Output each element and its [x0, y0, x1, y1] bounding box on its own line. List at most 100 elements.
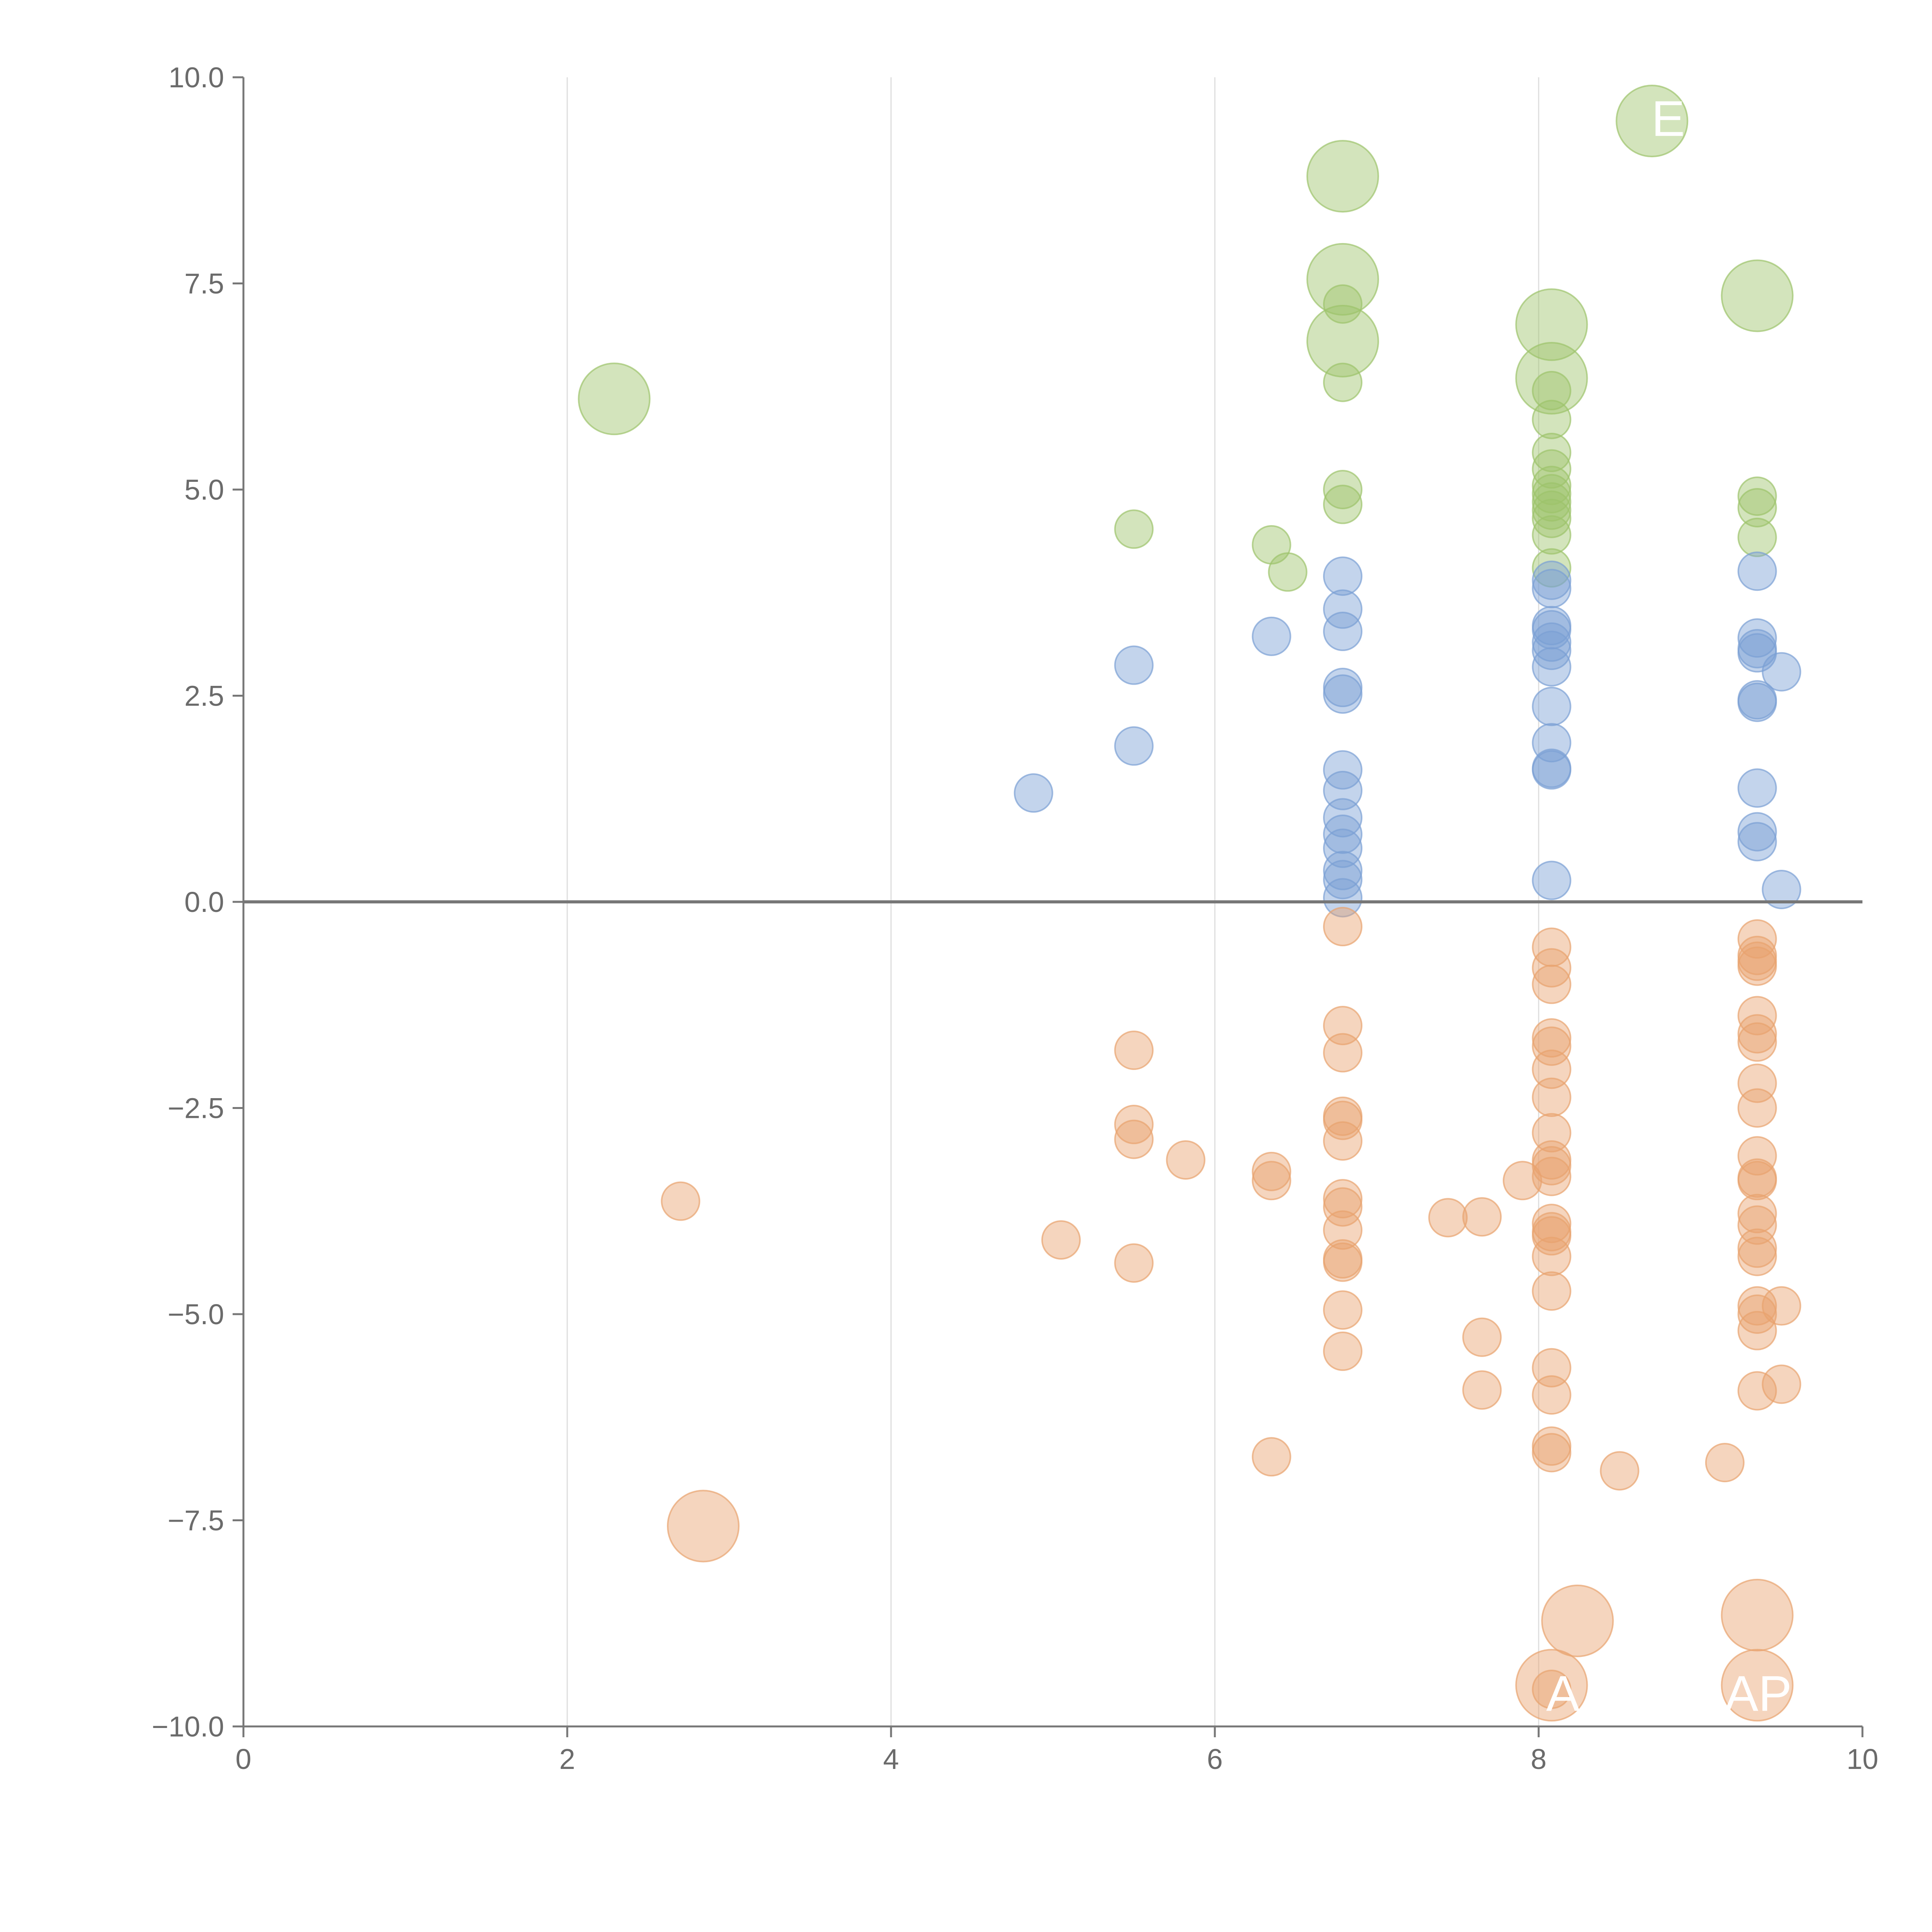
orange-bubble: [1532, 1236, 1571, 1276]
orange-bubble: [1705, 1443, 1745, 1483]
orange-bubble: [1532, 1669, 1571, 1709]
orange-bubble: [1323, 1290, 1363, 1330]
green-bubble: [1532, 548, 1571, 588]
orange-bubble: [1737, 935, 1777, 975]
orange-bubble: [661, 1181, 701, 1221]
blue-bubble: [1737, 551, 1777, 591]
blue-bubble: [1532, 861, 1571, 900]
orange-bubble: [667, 1490, 740, 1563]
orange-bubble: [1515, 1649, 1588, 1722]
green-bubble: [1737, 517, 1777, 557]
x-tick-label: 4: [883, 1743, 899, 1775]
annotation-label: A: [1546, 1665, 1580, 1722]
blue-bubble: [1323, 815, 1363, 854]
orange-bubble: [1532, 1271, 1571, 1311]
orange-bubble: [1462, 1317, 1502, 1357]
orange-bubble: [1762, 1364, 1801, 1404]
orange-bubble: [1737, 1205, 1777, 1245]
green-bubble: [1532, 515, 1571, 555]
orange-bubble: [1532, 1140, 1571, 1180]
orange-bubble: [1737, 1136, 1777, 1176]
green-bubble: [1532, 466, 1571, 505]
blue-bubble: [1323, 589, 1363, 629]
green-bubble: [1532, 400, 1571, 439]
blue-bubble: [1737, 822, 1777, 862]
orange-bubble: [1737, 1286, 1777, 1326]
orange-bubble: [1323, 1332, 1363, 1371]
y-tick-label: −7.5: [168, 1505, 224, 1537]
blue-bubble: [1323, 674, 1363, 714]
blue-bubble: [1532, 647, 1571, 687]
green-bubble: [1114, 509, 1154, 549]
orange-bubble: [1541, 1584, 1614, 1657]
orange-bubble: [1532, 1077, 1571, 1117]
orange-bubble: [1323, 1100, 1363, 1140]
blue-bubble: [1323, 860, 1363, 900]
blue-bubble: [1323, 850, 1363, 890]
blue-bubble: [1532, 750, 1571, 790]
orange-bubble: [1762, 1286, 1801, 1326]
orange-bubble: [1114, 1105, 1154, 1145]
blue-bubble: [1323, 878, 1363, 918]
annotations: E A API: [1546, 90, 1806, 1722]
green-bubble: [578, 362, 651, 435]
orange-bubble: [1041, 1220, 1081, 1260]
blue-bubble: [1532, 569, 1571, 609]
orange-bubble: [1428, 1198, 1468, 1238]
blue-bubble: [1532, 687, 1571, 726]
orange-bubble: [1462, 1370, 1502, 1410]
annotation-label: API: [1725, 1665, 1806, 1722]
orange-bubble: [1252, 1161, 1291, 1201]
blue-bubble: [1762, 652, 1801, 692]
blue-bubble: [1114, 726, 1154, 766]
y-tick-label: −5.0: [168, 1298, 224, 1330]
orange-bubble: [1600, 1451, 1639, 1491]
x-tick-label: 6: [1207, 1743, 1223, 1775]
blue-bubble: [1532, 631, 1571, 670]
green-bubble: [1532, 482, 1571, 522]
bubble-marks: [578, 85, 1801, 1722]
green-bubble: [1306, 140, 1379, 213]
blue-bubble: [1323, 750, 1363, 790]
green-bubble: [1306, 304, 1379, 378]
orange-bubble: [1323, 1242, 1363, 1282]
blue-bubble: [1252, 616, 1291, 656]
orange-bubble: [1737, 1294, 1777, 1334]
orange-bubble: [1166, 1140, 1206, 1180]
x-tick-label: 10: [1847, 1743, 1878, 1775]
orange-bubble: [1532, 1433, 1571, 1473]
blue-bubble: [1762, 869, 1801, 909]
orange-bubble: [1532, 1049, 1571, 1089]
orange-bubble: [1532, 1146, 1571, 1185]
y-tick-label: 0.0: [184, 886, 224, 918]
blue-bubble: [1014, 773, 1053, 813]
blue-bubble: [1532, 560, 1571, 600]
green-bubble: [1532, 371, 1571, 410]
orange-bubble: [1532, 948, 1571, 988]
tick-labels: 0 2 4 6 8 10 10.0 7.5 5.0 2.5 0.0 −2.5 −5.0 −7.5 −10.0: [152, 61, 1878, 1775]
green-bubble: [1721, 259, 1794, 332]
orange-bubble: [1737, 1063, 1777, 1103]
green-bubble: [1737, 476, 1777, 516]
blue-bubble: [1323, 612, 1363, 651]
y-tick-label: −2.5: [168, 1092, 224, 1124]
annotation-label: E: [1651, 90, 1685, 147]
orange-bubble: [1721, 1649, 1794, 1722]
blue-bubble: [1532, 622, 1571, 662]
x-tick-label: 2: [559, 1743, 575, 1775]
x-tick-label: 0: [235, 1743, 251, 1775]
green-bubble: [1268, 552, 1308, 592]
blue-bubble: [1737, 618, 1777, 658]
orange-bubble: [1532, 1026, 1571, 1066]
orange-bubble: [1114, 1119, 1154, 1159]
blue-bubble: [1737, 812, 1777, 852]
y-tick-label: −10.0: [152, 1711, 224, 1743]
x-tick-label: 8: [1531, 1743, 1546, 1775]
orange-bubble: [1323, 1006, 1363, 1046]
y-tick-label: 7.5: [184, 268, 224, 300]
green-bubble: [1532, 498, 1571, 538]
green-bubble: [1323, 470, 1363, 509]
orange-bubble: [1532, 1348, 1571, 1388]
